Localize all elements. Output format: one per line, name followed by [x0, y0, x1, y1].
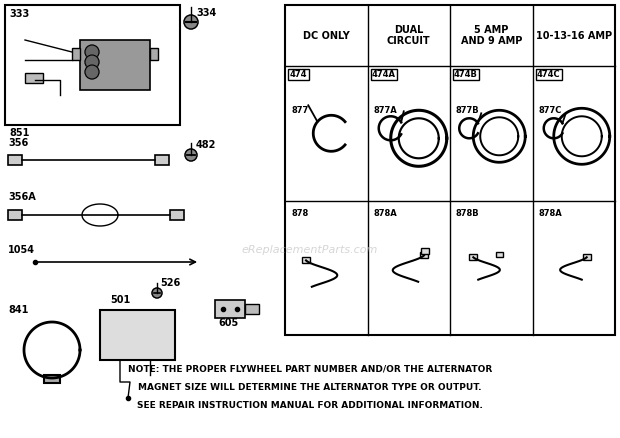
- Bar: [44, 375, 60, 383]
- Text: 356A: 356A: [8, 192, 36, 202]
- Text: 877A: 877A: [373, 106, 397, 115]
- Bar: [72, 48, 80, 60]
- Text: 877: 877: [291, 106, 308, 115]
- Text: 474: 474: [290, 70, 308, 79]
- Bar: [215, 300, 245, 318]
- Bar: [245, 304, 259, 314]
- Text: DC ONLY: DC ONLY: [303, 31, 350, 41]
- Bar: [421, 248, 429, 254]
- Bar: [150, 48, 158, 60]
- Text: 605: 605: [218, 318, 238, 328]
- Bar: [170, 210, 184, 220]
- Text: NOTE: THE PROPER FLYWHEEL PART NUMBER AND/OR THE ALTERNATOR: NOTE: THE PROPER FLYWHEEL PART NUMBER AN…: [128, 365, 492, 374]
- Bar: [453, 69, 479, 80]
- Text: 474B: 474B: [454, 70, 478, 79]
- Text: 877C: 877C: [539, 106, 562, 115]
- Text: SEE REPAIR INSTRUCTION MANUAL FOR ADDITIONAL INFORMATION.: SEE REPAIR INSTRUCTION MANUAL FOR ADDITI…: [137, 401, 483, 410]
- Bar: [100, 310, 175, 360]
- Text: 878A: 878A: [373, 208, 397, 218]
- Bar: [8, 210, 22, 220]
- Bar: [496, 252, 503, 257]
- Bar: [8, 155, 22, 165]
- Bar: [155, 155, 169, 165]
- Text: 1054: 1054: [8, 245, 35, 255]
- Circle shape: [184, 15, 198, 29]
- Text: 474A: 474A: [371, 70, 396, 79]
- Circle shape: [85, 55, 99, 69]
- Text: 5 AMP
AND 9 AMP: 5 AMP AND 9 AMP: [461, 25, 522, 46]
- Bar: [285, 5, 615, 335]
- Bar: [302, 258, 310, 263]
- Text: eReplacementParts.com: eReplacementParts.com: [242, 245, 378, 255]
- Circle shape: [85, 65, 99, 79]
- Circle shape: [152, 288, 162, 298]
- Text: 878A: 878A: [539, 208, 562, 218]
- Text: 482: 482: [196, 140, 216, 150]
- Text: MAGNET SIZE WILL DETERMINE THE ALTERNATOR TYPE OR OUTPUT.: MAGNET SIZE WILL DETERMINE THE ALTERNATO…: [138, 383, 482, 392]
- Bar: [420, 252, 428, 258]
- Text: 878: 878: [291, 208, 308, 218]
- Text: 501: 501: [110, 295, 130, 305]
- Text: 851: 851: [9, 128, 29, 138]
- Bar: [469, 254, 477, 260]
- Text: 877B: 877B: [456, 106, 480, 115]
- Bar: [5, 5, 180, 125]
- Circle shape: [185, 149, 197, 161]
- Bar: [80, 40, 150, 90]
- Circle shape: [85, 45, 99, 59]
- Text: 10-13-16 AMP: 10-13-16 AMP: [536, 31, 612, 41]
- Bar: [371, 69, 397, 80]
- Text: DUAL
CIRCUIT: DUAL CIRCUIT: [387, 25, 430, 46]
- Bar: [288, 69, 309, 80]
- Bar: [25, 73, 43, 83]
- Text: 356: 356: [8, 138, 29, 148]
- Text: 474C: 474C: [537, 70, 560, 79]
- Text: 878B: 878B: [456, 208, 480, 218]
- Bar: [583, 254, 591, 260]
- Bar: [536, 69, 562, 80]
- Text: 841: 841: [8, 305, 29, 315]
- Text: 334: 334: [196, 8, 216, 18]
- Text: 333: 333: [9, 9, 29, 19]
- Text: 526: 526: [160, 278, 180, 288]
